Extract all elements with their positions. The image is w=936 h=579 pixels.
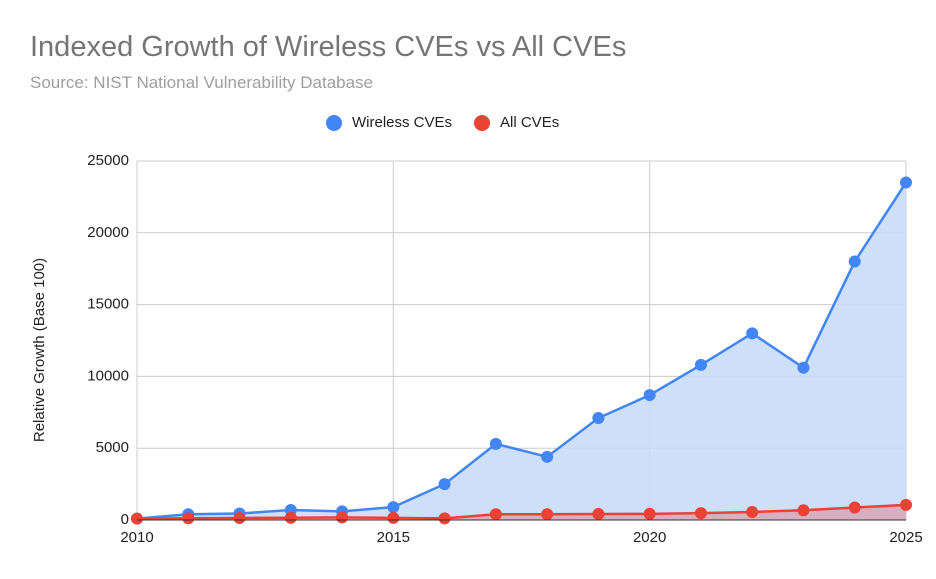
point: [438, 478, 451, 491]
area: [137, 182, 906, 521]
point: [387, 511, 400, 524]
legend-label: Wireless CVEs: [352, 114, 452, 131]
point: [694, 358, 707, 371]
legend-marker: [474, 115, 491, 131]
y-tick-label: 20000: [87, 224, 129, 241]
y-tick-label: 10000: [87, 367, 129, 384]
legend-marker: [326, 115, 342, 131]
point: [746, 505, 759, 518]
point: [643, 507, 656, 520]
point: [592, 412, 605, 425]
y-axis-label: Relative Growth (Base 100): [31, 258, 48, 442]
x-tick-label: 2025: [889, 529, 922, 546]
y-tick-label: 15000: [87, 296, 129, 313]
point: [746, 327, 759, 340]
line: [136, 503, 907, 520]
x-tick-label: 2020: [633, 529, 666, 546]
point: [182, 512, 195, 525]
point: [233, 511, 246, 524]
point: [643, 389, 656, 402]
point: [797, 361, 810, 374]
point: [848, 501, 861, 514]
legend-label: All CVEs: [500, 114, 559, 131]
x-tick-label: 2015: [377, 529, 410, 546]
point: [541, 508, 554, 521]
point: [797, 504, 810, 517]
point: [900, 498, 912, 511]
point: [284, 511, 297, 524]
point: [489, 508, 502, 521]
point: [131, 512, 143, 525]
point: [438, 512, 451, 525]
y-tick-label: 5000: [96, 439, 129, 456]
chart-subtitle: Source: NIST National Vulnerability Data…: [30, 73, 373, 92]
point: [848, 255, 861, 268]
y-tick-label: 25000: [87, 152, 129, 169]
line: [136, 181, 908, 520]
area: [137, 504, 906, 520]
point: [489, 437, 502, 450]
y-tick-label: 0: [121, 511, 129, 528]
point: [694, 507, 707, 520]
point: [541, 450, 554, 463]
point: [387, 501, 400, 514]
point: [900, 176, 912, 189]
point: [592, 507, 605, 520]
point: [336, 511, 349, 524]
x-tick-label: 2010: [120, 529, 153, 546]
chart-title: Indexed Growth of Wireless CVEs vs All C…: [30, 31, 626, 63]
